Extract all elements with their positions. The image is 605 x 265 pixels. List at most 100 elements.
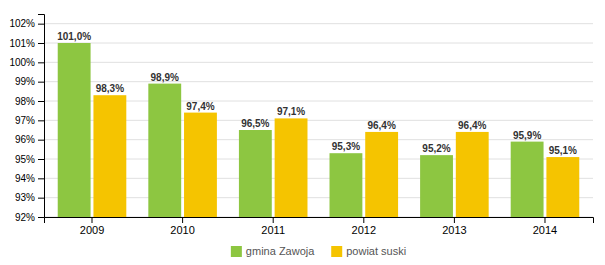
tick-label: 96%: [15, 134, 35, 145]
grid-line: [44, 120, 593, 121]
tick-mark: [38, 62, 44, 63]
axis-line: [38, 15, 45, 218]
data-label: 96,4%: [458, 120, 486, 131]
tick: 2014: [533, 217, 557, 236]
tick-label: 2014: [533, 224, 557, 236]
tick-mark: [38, 178, 44, 179]
bar: [456, 132, 489, 217]
tick: 101%: [9, 38, 44, 49]
tick-mark: [38, 101, 44, 102]
bar: [239, 130, 272, 217]
tick-label: 93%: [15, 192, 35, 203]
tick-label: 2009: [80, 224, 104, 236]
bar: [511, 142, 544, 217]
tick-label: 2013: [442, 224, 466, 236]
bar: [420, 155, 453, 217]
bar: [93, 95, 126, 217]
tick-label: 99%: [15, 76, 35, 87]
grid-line: [44, 178, 593, 179]
tick: 2012: [352, 217, 376, 236]
data-label: 95,1%: [549, 145, 577, 156]
tick-mark: [38, 120, 44, 121]
tick: 97%: [15, 115, 44, 126]
bars: [58, 43, 580, 217]
grid-line: [44, 43, 593, 44]
tick-mark: [273, 217, 274, 223]
bar: [58, 43, 91, 217]
plot-area: 101,0% 98,9% 96,5% 95,3% 95,2% 95,9% 98,3% 97,4…: [9, 15, 593, 236]
tick: 93%: [15, 192, 44, 203]
axis-line: [45, 218, 594, 224]
legend-item: powiat suski: [331, 245, 406, 257]
bar: [546, 157, 579, 217]
tick: 96%: [15, 134, 44, 145]
tick-label: 94%: [15, 173, 35, 184]
series: [58, 43, 544, 217]
tick-mark: [38, 140, 44, 141]
data-label: 95,2%: [422, 143, 450, 154]
tick-mark: [38, 24, 44, 25]
tick-mark: [182, 217, 183, 223]
tick-mark: [38, 82, 44, 83]
tick: 98%: [15, 96, 44, 107]
tick-label: 101%: [9, 38, 35, 49]
tick-mark: [363, 217, 364, 223]
tick-label: 100%: [9, 57, 35, 68]
tick: 100%: [9, 57, 44, 68]
data-label: 95,9%: [513, 130, 541, 141]
x-axis: 2009 2010 2011 2012 2013 2014: [45, 217, 594, 236]
tick-label: 2011: [261, 224, 285, 236]
data-label: 96,4%: [367, 120, 395, 131]
tick-label: 92%: [15, 212, 35, 223]
tick-label: 2012: [352, 224, 376, 236]
data-label: 95,3%: [332, 141, 360, 152]
tick-mark: [38, 198, 44, 199]
bar: [148, 84, 181, 217]
legend-label: powiat suski: [346, 245, 406, 257]
bar: [365, 132, 398, 217]
tick-mark: [38, 159, 44, 160]
series: [93, 95, 579, 217]
tick-mark: [454, 217, 455, 223]
tick-mark: [544, 217, 545, 223]
tick-label: 97%: [15, 115, 35, 126]
bar: [330, 153, 363, 217]
y-axis: 92% 93% 94% 95% 96% 97% 98% 99% 100% 101% 102%: [9, 15, 44, 223]
tick: 2010: [170, 217, 194, 236]
tick: 2013: [442, 217, 466, 236]
legend: gmina Zawoja powiat suski: [231, 245, 406, 257]
grid-line: [44, 81, 593, 82]
grid: [44, 24, 593, 217]
tick: 92%: [15, 212, 44, 223]
tick-mark: [38, 43, 44, 44]
chart: 101,0% 98,9% 96,5% 95,3% 95,2% 95,9% 98,3% 97,4…: [0, 0, 605, 265]
tick-label: 95%: [15, 154, 35, 165]
tick-label: 98%: [15, 96, 35, 107]
tick-mark: [38, 217, 44, 218]
data-label: 101,0%: [57, 31, 91, 42]
data-label: 98,9%: [151, 72, 179, 83]
tick: 2011: [261, 217, 285, 236]
data-label: 97,4%: [186, 101, 214, 112]
tick: 95%: [15, 154, 44, 165]
legend-swatch: [231, 246, 242, 257]
tick-label: 102%: [9, 18, 35, 29]
tick: 102%: [9, 18, 44, 29]
grid-line: [44, 139, 593, 140]
tick: 2009: [80, 217, 104, 236]
grid-line: [44, 23, 593, 24]
legend-swatch: [331, 246, 342, 257]
bar: [275, 118, 308, 217]
legend-item: gmina Zawoja: [231, 245, 315, 257]
data-label: 96,5%: [241, 118, 269, 129]
bar: [184, 113, 217, 217]
data-label: 97,1%: [277, 106, 305, 117]
tick: 94%: [15, 173, 44, 184]
grid-line: [44, 62, 593, 63]
data-label: 98,3%: [96, 83, 124, 94]
data-labels: 101,0% 98,9% 96,5% 95,3% 95,2% 95,9% 98,3% 97,4…: [57, 31, 577, 156]
grid-line: [44, 101, 593, 102]
tick-label: 2010: [170, 224, 194, 236]
legend-label: gmina Zawoja: [246, 245, 315, 257]
grid-line: [44, 197, 593, 198]
